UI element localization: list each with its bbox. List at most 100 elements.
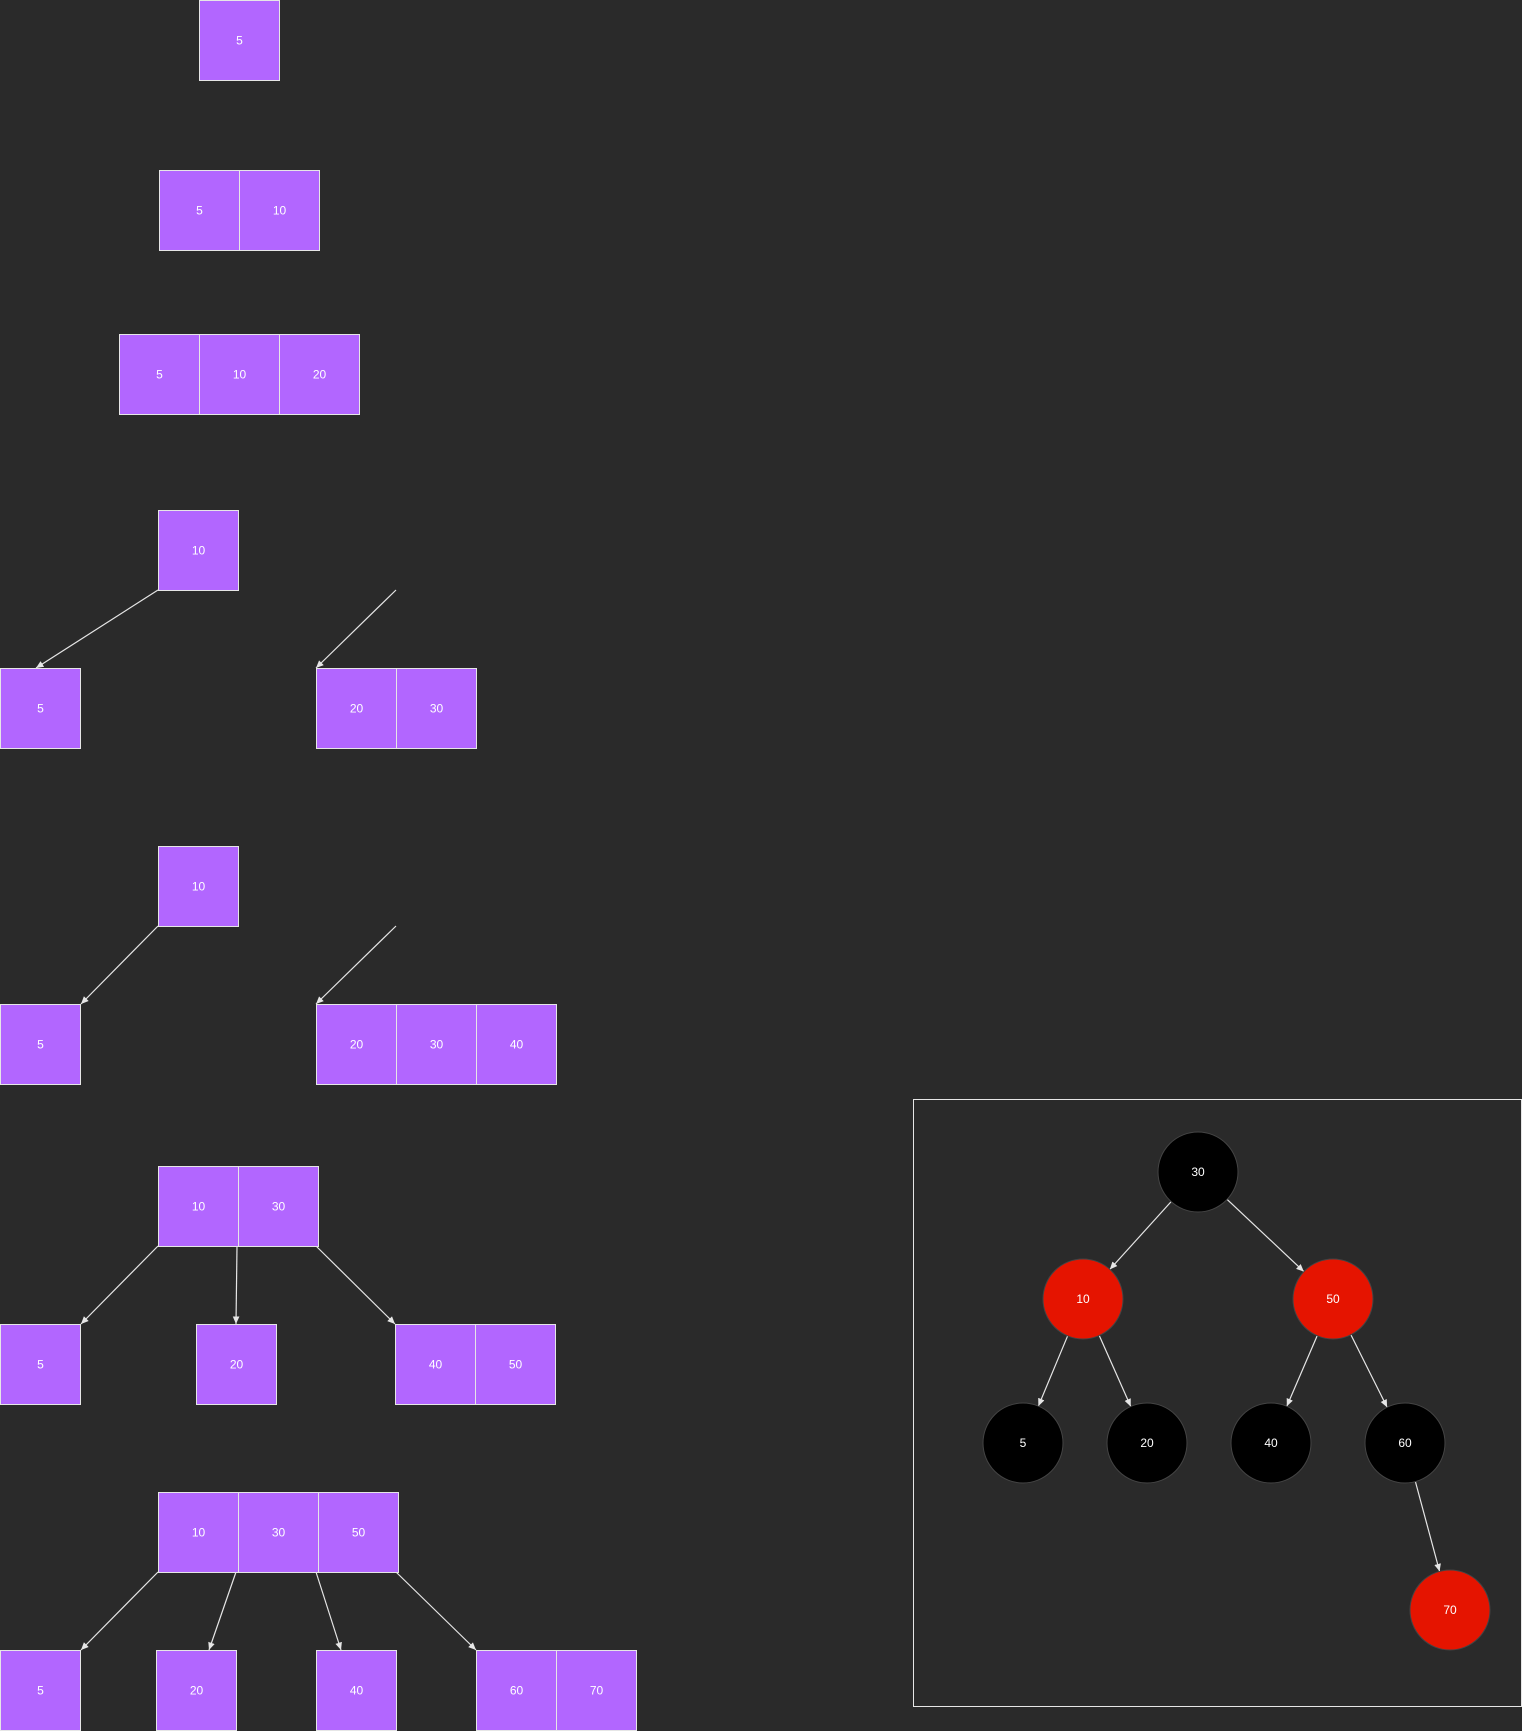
key-cell bbox=[318, 1492, 399, 1573]
key-cell bbox=[238, 1492, 319, 1573]
key-cell bbox=[199, 334, 280, 415]
rb-node-label: 30 bbox=[1191, 1165, 1205, 1179]
rb-node-label: 70 bbox=[1443, 1603, 1457, 1617]
rb-node-circle bbox=[1409, 1569, 1491, 1651]
key-cell bbox=[476, 1650, 557, 1731]
key-cell bbox=[158, 1166, 239, 1247]
rb-node-circle bbox=[1042, 1258, 1124, 1340]
rb-node-circle bbox=[1157, 1131, 1239, 1213]
key-label: 5 bbox=[37, 1358, 44, 1372]
key-cell bbox=[316, 1650, 397, 1731]
stage-6-edge-root-c2 bbox=[232, 1245, 240, 1325]
key-label: 30 bbox=[430, 1038, 444, 1052]
key-cell bbox=[159, 170, 240, 251]
key-cell bbox=[396, 1004, 477, 1085]
rb-node-label: 5 bbox=[1020, 1436, 1027, 1450]
stage-5-edge-root-c1 bbox=[80, 925, 159, 1005]
key-label: 40 bbox=[429, 1358, 443, 1372]
rb-node-label: 10 bbox=[1076, 1292, 1090, 1306]
btree-root-node: 10 bbox=[158, 846, 239, 927]
rb-edge-n10-n20 bbox=[1098, 1335, 1132, 1407]
btree-root-node: 5 bbox=[199, 0, 280, 81]
key-label: 20 bbox=[190, 1684, 204, 1698]
rb-edge-n60-n70 bbox=[1414, 1481, 1441, 1572]
rb-edge-n30-n10 bbox=[1109, 1201, 1172, 1270]
rb-node-label: 20 bbox=[1140, 1436, 1154, 1450]
key-cell bbox=[158, 846, 239, 927]
btree-child-node: 5 bbox=[0, 668, 81, 749]
key-cell bbox=[158, 510, 239, 591]
key-cell bbox=[476, 1004, 557, 1085]
rb-node-circle bbox=[1106, 1402, 1188, 1484]
key-cell bbox=[156, 1650, 237, 1731]
key-label: 10 bbox=[273, 204, 287, 218]
key-cell bbox=[0, 1324, 81, 1405]
stage-4-edge-root-c1 bbox=[35, 589, 159, 669]
key-cell bbox=[556, 1650, 637, 1731]
key-label: 50 bbox=[352, 1526, 366, 1540]
rb-node-red: 10 bbox=[1042, 1258, 1124, 1340]
rb-node-black: 5 bbox=[982, 1402, 1064, 1484]
rb-node-circle bbox=[982, 1402, 1064, 1484]
key-label: 5 bbox=[37, 1684, 44, 1698]
btree-child-node: 40 bbox=[316, 1650, 397, 1731]
key-label: 70 bbox=[590, 1684, 604, 1698]
rb-node-circle bbox=[1292, 1258, 1374, 1340]
stage-4: 10 5 20 30 bbox=[0, 510, 477, 749]
key-cell bbox=[316, 668, 397, 749]
stage-6: 10 30 5 20 40 50 bbox=[0, 1166, 556, 1405]
btree-child-node: 20 30 bbox=[316, 668, 477, 749]
stage-5-edge-root-c2 bbox=[315, 925, 397, 1005]
rb-node-red: 50 bbox=[1292, 1258, 1374, 1340]
key-cell bbox=[0, 1650, 81, 1731]
key-cell bbox=[196, 1324, 277, 1405]
key-cell bbox=[279, 334, 360, 415]
btree-root-node: 10 30 bbox=[158, 1166, 319, 1247]
stage-7-edge-root-c3 bbox=[315, 1571, 342, 1651]
btree-child-node: 20 30 40 bbox=[316, 1004, 557, 1085]
red-black-tree: 30 10 50 5 20 40 60 70 bbox=[982, 1131, 1491, 1651]
stage-6-edge-root-c3 bbox=[315, 1245, 396, 1325]
key-label: 60 bbox=[510, 1684, 524, 1698]
key-cell bbox=[316, 1004, 397, 1085]
key-cell bbox=[158, 1492, 239, 1573]
btree-child-node: 60 70 bbox=[476, 1650, 637, 1731]
key-label: 10 bbox=[192, 544, 206, 558]
rb-node-black: 20 bbox=[1106, 1402, 1188, 1484]
key-label: 20 bbox=[230, 1358, 244, 1372]
stage-3: 5 10 20 bbox=[119, 334, 360, 415]
key-label: 10 bbox=[192, 880, 206, 894]
key-label: 10 bbox=[233, 368, 247, 382]
stage-1: 5 bbox=[199, 0, 280, 81]
btree-child-node: 5 bbox=[0, 1004, 81, 1085]
key-label: 5 bbox=[37, 1038, 44, 1052]
key-label: 40 bbox=[510, 1038, 524, 1052]
key-cell bbox=[199, 0, 280, 81]
btree-root-node: 10 bbox=[158, 510, 239, 591]
key-cell bbox=[239, 170, 320, 251]
btree-child-node: 20 bbox=[196, 1324, 277, 1405]
rb-node-black: 40 bbox=[1230, 1402, 1312, 1484]
stage-6-edge-root-c1 bbox=[80, 1245, 159, 1325]
key-label: 5 bbox=[196, 204, 203, 218]
key-label: 30 bbox=[272, 1526, 286, 1540]
rb-node-black: 30 bbox=[1157, 1131, 1239, 1213]
stage-4-edge-root-c2 bbox=[315, 589, 397, 669]
stage-7: 10 30 50 5 20 40 60 70 bbox=[0, 1492, 637, 1731]
rb-edge-n50-n40 bbox=[1286, 1335, 1318, 1407]
key-cell bbox=[119, 334, 200, 415]
key-cell bbox=[238, 1166, 319, 1247]
key-label: 10 bbox=[192, 1200, 206, 1214]
btree-child-node: 20 bbox=[156, 1650, 237, 1731]
stage-7-edge-root-c4 bbox=[395, 1571, 477, 1651]
key-label: 5 bbox=[37, 702, 44, 716]
key-label: 5 bbox=[156, 368, 163, 382]
btree-child-node: 40 50 bbox=[395, 1324, 556, 1405]
rb-node-red: 70 bbox=[1409, 1569, 1491, 1651]
btree-root-node: 5 10 bbox=[159, 170, 320, 251]
key-cell bbox=[396, 668, 477, 749]
key-label: 10 bbox=[192, 1526, 206, 1540]
rb-edge-n30-n50 bbox=[1226, 1198, 1305, 1273]
